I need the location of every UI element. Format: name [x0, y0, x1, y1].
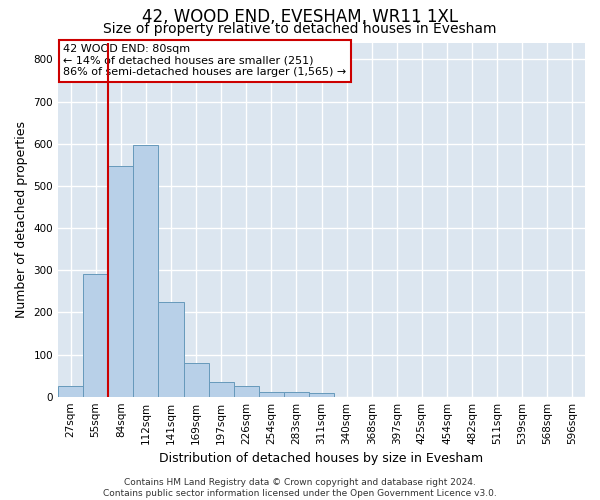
- Bar: [83, 274, 108, 396]
- Bar: [309, 394, 334, 396]
- Y-axis label: Number of detached properties: Number of detached properties: [15, 121, 28, 318]
- X-axis label: Distribution of detached houses by size in Evesham: Distribution of detached houses by size …: [160, 452, 484, 465]
- Bar: [209, 382, 233, 396]
- Bar: [133, 145, 158, 397]
- Text: 42 WOOD END: 80sqm
← 14% of detached houses are smaller (251)
86% of semi-detach: 42 WOOD END: 80sqm ← 14% of detached hou…: [64, 44, 347, 78]
- Bar: [259, 392, 284, 396]
- Bar: [284, 392, 309, 396]
- Bar: [184, 363, 209, 396]
- Text: 42, WOOD END, EVESHAM, WR11 1XL: 42, WOOD END, EVESHAM, WR11 1XL: [142, 8, 458, 26]
- Bar: [108, 166, 133, 396]
- Text: Size of property relative to detached houses in Evesham: Size of property relative to detached ho…: [103, 22, 497, 36]
- Text: Contains HM Land Registry data © Crown copyright and database right 2024.
Contai: Contains HM Land Registry data © Crown c…: [103, 478, 497, 498]
- Bar: [58, 386, 83, 396]
- Bar: [158, 302, 184, 396]
- Bar: [233, 386, 259, 396]
